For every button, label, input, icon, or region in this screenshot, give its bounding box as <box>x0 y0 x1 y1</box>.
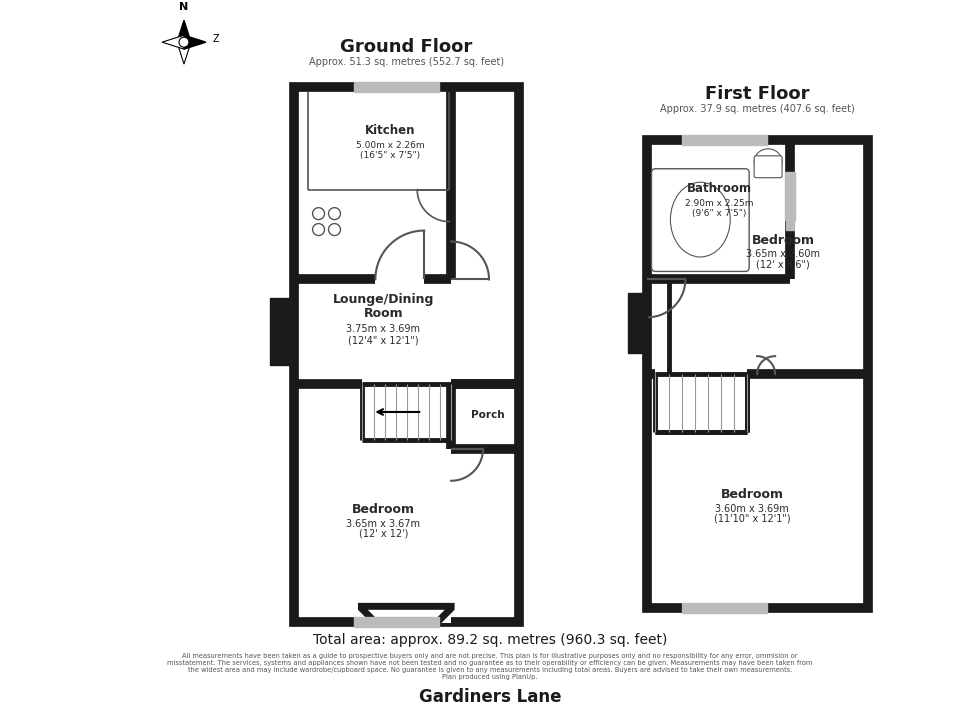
Text: Kitchen: Kitchen <box>366 124 416 137</box>
FancyBboxPatch shape <box>652 169 749 271</box>
Text: First Floor: First Floor <box>706 85 809 103</box>
Text: Approx. 51.3 sq. metres (552.7 sq. feet): Approx. 51.3 sq. metres (552.7 sq. feet) <box>309 57 504 67</box>
Text: Bedroom: Bedroom <box>752 234 814 246</box>
Polygon shape <box>162 35 184 49</box>
Text: 3.65m x 2.60m: 3.65m x 2.60m <box>746 249 820 259</box>
Bar <box>785 172 795 219</box>
Bar <box>362 605 451 623</box>
Text: N: N <box>179 2 188 12</box>
Text: All measurements have been taken as a guide to prospective buyers only and are n: All measurements have been taken as a gu… <box>182 653 798 659</box>
FancyBboxPatch shape <box>755 156 782 178</box>
Polygon shape <box>184 35 206 49</box>
Bar <box>648 140 867 608</box>
Text: misstatement. The services, systems and appliances shown have not been tested an: misstatement. The services, systems and … <box>168 660 812 666</box>
Text: Z: Z <box>213 34 220 44</box>
Text: Gardiners Lane: Gardiners Lane <box>418 688 562 706</box>
Ellipse shape <box>755 149 782 174</box>
Bar <box>270 298 294 365</box>
Text: 3.60m x 3.69m: 3.60m x 3.69m <box>715 503 789 513</box>
Polygon shape <box>177 20 191 42</box>
Bar <box>355 82 439 92</box>
Text: Bedroom: Bedroom <box>352 503 415 515</box>
Text: (12' x 12'): (12' x 12') <box>359 528 408 538</box>
Bar <box>786 174 794 229</box>
Bar <box>355 617 439 627</box>
Text: (12'4" x 12'1"): (12'4" x 12'1") <box>348 335 418 345</box>
Text: the widest area and may include wardrobe/cupboard space. No guarantee is given t: the widest area and may include wardrobe… <box>188 667 792 673</box>
Text: 3.75m x 3.69m: 3.75m x 3.69m <box>346 324 420 334</box>
Bar <box>682 603 767 613</box>
Bar <box>294 87 518 622</box>
Text: Ground Floor: Ground Floor <box>340 38 472 56</box>
Text: Total area: approx. 89.2 sq. metres (960.3 sq. feet): Total area: approx. 89.2 sq. metres (960… <box>313 633 667 647</box>
Text: Bathroom: Bathroom <box>687 182 752 194</box>
Text: (16'5" x 7'5"): (16'5" x 7'5") <box>361 151 420 159</box>
Text: (11'10" x 12'1"): (11'10" x 12'1") <box>713 513 791 523</box>
Text: 3.65m x 3.67m: 3.65m x 3.67m <box>346 518 420 528</box>
Text: (9'6" x 7'5"): (9'6" x 7'5") <box>692 209 747 218</box>
Polygon shape <box>362 607 451 622</box>
Text: Room: Room <box>364 308 403 320</box>
Bar <box>627 293 648 353</box>
Bar <box>682 135 767 145</box>
Circle shape <box>179 37 189 47</box>
Text: Lounge/Dining: Lounge/Dining <box>332 293 434 306</box>
Text: (12' x 8'6"): (12' x 8'6") <box>757 259 809 269</box>
Text: Porch: Porch <box>471 410 505 420</box>
Text: Bedroom: Bedroom <box>720 488 784 501</box>
Text: Plan produced using PlanUp.: Plan produced using PlanUp. <box>442 674 538 680</box>
Text: Approx. 37.9 sq. metres (407.6 sq. feet): Approx. 37.9 sq. metres (407.6 sq. feet) <box>661 104 855 114</box>
Polygon shape <box>177 42 191 64</box>
Ellipse shape <box>670 182 730 257</box>
Text: 2.90m x 2.25m: 2.90m x 2.25m <box>685 199 754 208</box>
Text: 5.00m x 2.26m: 5.00m x 2.26m <box>356 141 424 150</box>
